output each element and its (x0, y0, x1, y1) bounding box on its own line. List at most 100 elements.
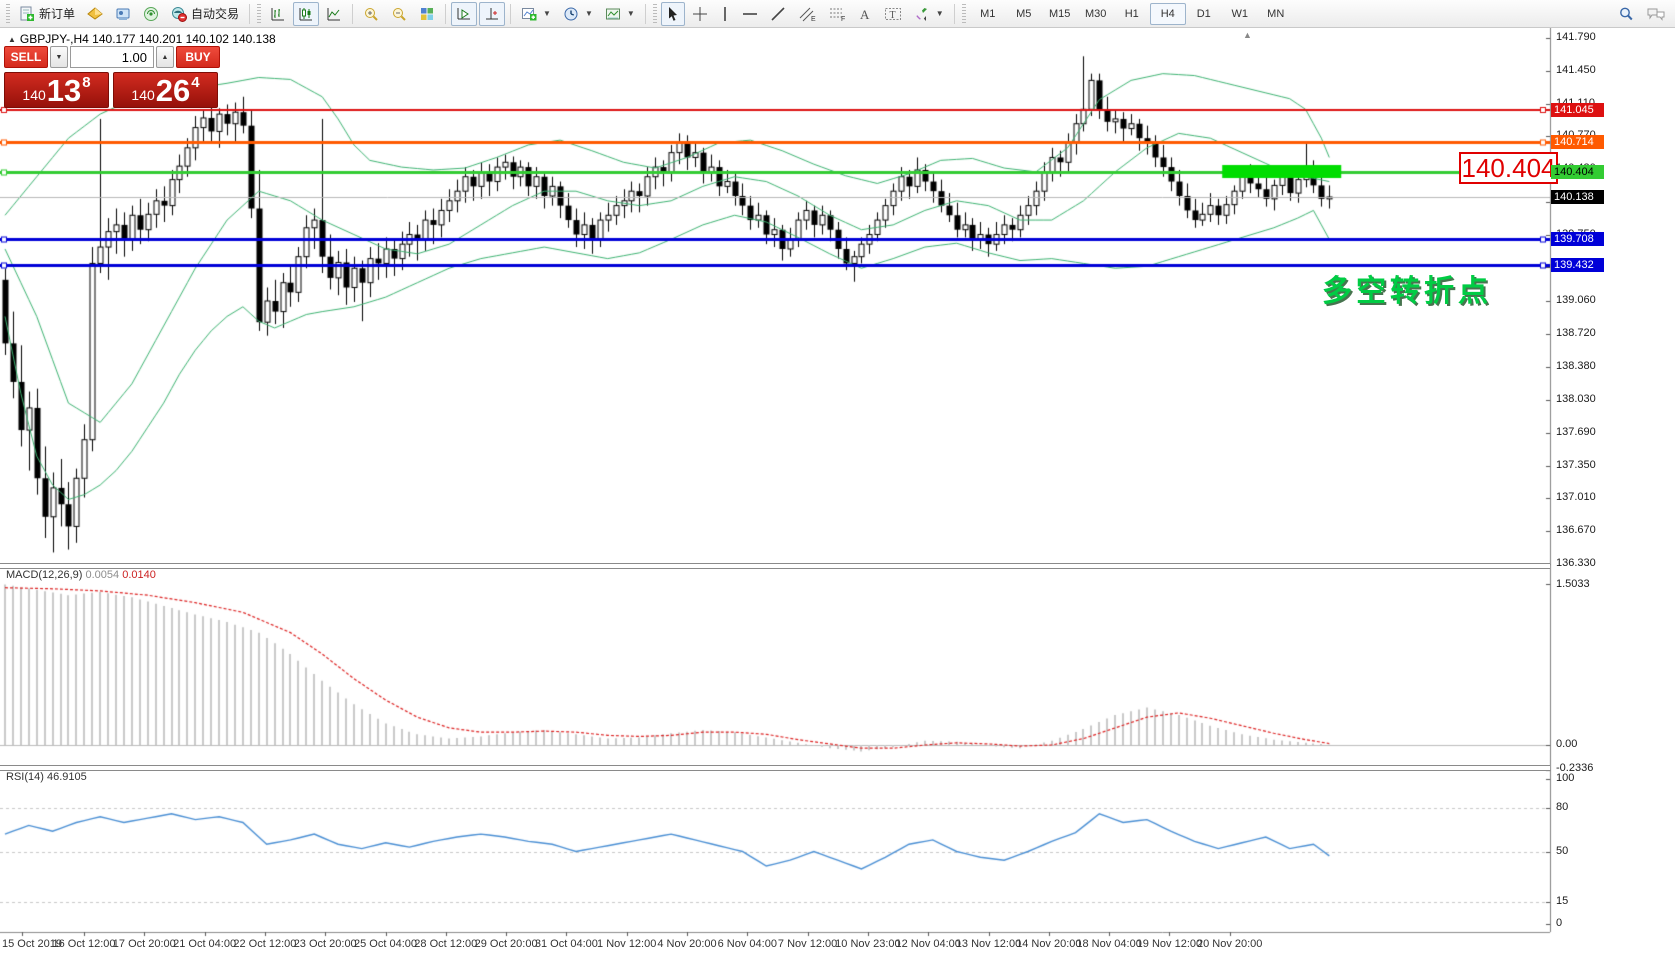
toolbar-separator (644, 3, 646, 24)
timeframe-button-m1[interactable]: M1 (980, 7, 996, 20)
price-tick-label: 136.330 (1556, 557, 1596, 569)
timeframe-button-w1[interactable]: W1 (1231, 7, 1248, 20)
macd-axis-label: 1.5033 (1556, 578, 1590, 591)
volume-increase-button[interactable]: ▲ (156, 46, 174, 68)
time-axis-label: 25 Oct 04:00 (354, 938, 417, 950)
volume-decrease-button[interactable]: ▼ (50, 46, 68, 68)
zoom-in-button[interactable] (358, 2, 384, 26)
time-axis-label: 31 Oct 04:00 (534, 938, 598, 950)
line-chart-button[interactable] (321, 2, 347, 26)
volume-input[interactable] (70, 46, 154, 68)
time-axis-label: 10 Nov 23:00 (835, 938, 901, 950)
vertical-line-tool-button[interactable] (715, 2, 735, 26)
time-axis-label: 15 Oct 2019 (2, 938, 62, 950)
profiles-button[interactable] (110, 2, 136, 26)
new-order-button[interactable]: 新订单 (14, 2, 80, 26)
turning-point-annotation[interactable]: 多空转折点 (1322, 275, 1492, 308)
chart-shift-button[interactable] (479, 1, 506, 26)
crosshair-tool-button[interactable] (687, 2, 713, 26)
bar-chart-icon (271, 7, 285, 20)
price-annotation-box[interactable]: 140.404 (1459, 152, 1558, 184)
auto-scroll-button[interactable] (451, 1, 478, 26)
time-axis-label: 6 Nov 04:00 (717, 938, 777, 950)
timeframe-button-m5[interactable]: M5 (1016, 7, 1032, 20)
pane-resizer-macd[interactable] (0, 563, 1550, 569)
sell-button[interactable]: SELL (4, 46, 48, 68)
profiles-icon (116, 8, 130, 20)
cursor-tool-button[interactable] (660, 1, 685, 26)
chat-icon (1647, 8, 1665, 21)
chevron-down-icon: ▼ (935, 9, 944, 18)
signals-button[interactable] (138, 2, 164, 26)
time-axis-label: 18 Nov 04:00 (1076, 938, 1142, 950)
bar-chart-button[interactable] (265, 2, 291, 26)
chart-canvas[interactable] (0, 28, 1675, 954)
hline-price-tag: 139.708 (1551, 231, 1604, 246)
price-tick-label: 137.350 (1556, 458, 1596, 471)
candlestick-chart-button[interactable] (293, 1, 320, 26)
rsi-axis-label: 0 (1556, 917, 1563, 929)
zoom-out-button[interactable] (386, 2, 412, 26)
text-icon: A (860, 7, 870, 22)
toolbar-grip[interactable] (961, 3, 966, 24)
time-axis-label: 23 Oct 20:00 (293, 938, 357, 950)
text-tool-button[interactable]: A (853, 2, 877, 26)
metaeditor-icon (87, 6, 103, 20)
arrows-tool-button[interactable]: ▼ (909, 2, 949, 26)
sell-price-prefix: 140 (22, 87, 46, 103)
scroll-end-marker[interactable]: ▲ (1243, 30, 1252, 40)
time-axis-label: 22 Oct 12:00 (233, 938, 297, 950)
buy-button[interactable]: BUY (176, 46, 220, 68)
trendline-tool-button[interactable] (765, 2, 791, 26)
equidistant-channel-tool-button[interactable]: E (793, 2, 821, 26)
timeframe-button-mn[interactable]: MN (1267, 7, 1285, 20)
fibonacci-tool-button[interactable]: F (823, 2, 851, 26)
toolbar-grip[interactable] (652, 3, 657, 24)
pane-resizer-rsi[interactable] (0, 765, 1550, 771)
text-label-tool-button[interactable]: T (879, 2, 907, 26)
toolbar-grip[interactable] (6, 3, 10, 24)
auto-trading-label: 自动交易 (191, 7, 240, 21)
timeframe-button-h1[interactable]: H1 (1124, 7, 1139, 20)
time-axis-label: 28 Oct 12:00 (414, 938, 478, 950)
search-icon (1620, 7, 1633, 20)
hline-price-tag: 140.714 (1551, 134, 1604, 149)
timeframe-button-h4[interactable]: H4 (1149, 2, 1186, 25)
toolbar-grip[interactable] (257, 3, 262, 24)
signals-icon (144, 6, 159, 21)
price-tick-label: 139.060 (1556, 294, 1596, 306)
macd-signal-value: 0.0140 (122, 569, 156, 581)
horizontal-line-tool-button[interactable] (737, 2, 763, 26)
price-tick-label: 137.690 (1556, 425, 1596, 438)
sell-price-button[interactable]: 140 13 8 (4, 72, 109, 108)
buy-price-button[interactable]: 140 26 4 (113, 72, 218, 108)
indicators-button[interactable]: ▼ (516, 2, 556, 26)
metaeditor-button[interactable] (82, 2, 108, 26)
time-axis-label: 19 Nov 12:00 (1136, 938, 1203, 950)
chart-title-text: GBPJPY-,H4 140.177 140.201 140.102 140.1… (19, 32, 276, 46)
auto-trading-button[interactable]: 自动交易 (166, 2, 244, 26)
cursor-icon (668, 6, 677, 21)
chart-shift-icon (486, 7, 499, 19)
templates-button[interactable]: ▼ (600, 2, 640, 26)
macd-value: 0.0054 (85, 569, 120, 581)
indicators-icon (522, 7, 537, 20)
arrows-icon (916, 7, 927, 21)
time-axis-label: 29 Oct 20:00 (474, 938, 538, 950)
price-tick-label: 137.010 (1556, 491, 1596, 504)
zoom-in-icon (365, 7, 378, 21)
timeframe-button-m15[interactable]: M15 (1049, 7, 1071, 20)
rsi-axis-label: 80 (1556, 801, 1569, 813)
search-button[interactable] (1613, 2, 1639, 26)
periods-button[interactable]: ▼ (558, 2, 598, 26)
chat-button[interactable] (1641, 2, 1671, 26)
tile-windows-button[interactable] (414, 2, 440, 26)
crosshair-icon (692, 6, 707, 21)
timeframe-button-m30[interactable]: M30 (1085, 7, 1107, 20)
rsi-axis-label: 100 (1556, 772, 1575, 784)
chevron-down-icon: ▼ (543, 9, 551, 18)
price-tick-label: 141.450 (1556, 63, 1596, 76)
price-tick-label: 138.030 (1556, 393, 1596, 406)
horizontal-line-icon (742, 12, 757, 15)
timeframe-button-d1[interactable]: D1 (1196, 7, 1211, 20)
